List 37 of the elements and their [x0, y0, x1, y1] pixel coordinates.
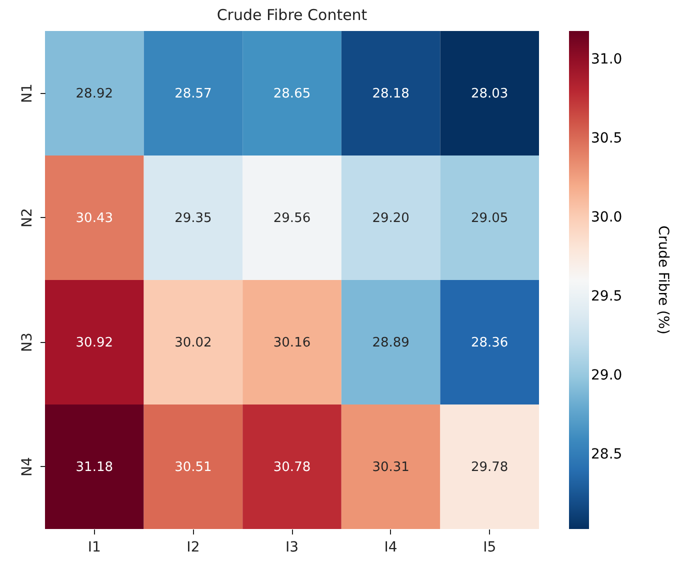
data-label: 28.92	[76, 86, 114, 102]
data-label: 30.31	[372, 460, 410, 475]
x-tick-label: I1	[88, 540, 101, 556]
data-label: 28.65	[273, 86, 311, 102]
color-bar-title: Crude Fibre (%)	[655, 226, 671, 334]
data-label: 29.56	[273, 210, 311, 226]
data-label: 28.36	[470, 335, 508, 350]
data-label: 28.18	[372, 86, 410, 102]
y-tick-label: N2	[20, 208, 36, 228]
y-tick-label: N4	[20, 456, 36, 476]
color-bar-label: 31.0	[591, 51, 622, 68]
data-label: 28.89	[372, 335, 410, 350]
data-label: 29.78	[470, 460, 508, 475]
data-label: 30.43	[76, 210, 114, 226]
data-label: 29.35	[174, 210, 212, 226]
x-tick-label: I2	[186, 540, 200, 556]
data-label: 28.03	[470, 86, 508, 102]
data-label: 30.92	[76, 335, 114, 350]
data-label: 29.05	[470, 210, 508, 226]
y-tick-label: N3	[20, 332, 36, 352]
color-bar-label: 29.5	[591, 288, 622, 305]
data-label: 31.18	[76, 460, 114, 475]
color-bar-label: 29.0	[591, 368, 622, 384]
x-tick-label: I3	[285, 540, 299, 556]
data-label: 30.51	[174, 460, 212, 475]
data-label: 30.16	[273, 335, 311, 350]
chart-title: Crude Fibre Content	[216, 6, 368, 24]
color-bar-label: 30.5	[591, 130, 622, 147]
color-bar-label: 30.0	[591, 210, 622, 226]
data-label: 30.78	[273, 460, 311, 475]
y-tick-label: N1	[20, 84, 36, 103]
x-tick-label: I5	[483, 540, 496, 556]
data-label: 28.57	[174, 86, 212, 102]
data-label: 29.20	[372, 210, 410, 226]
color-bar-label: 28.5	[591, 446, 622, 463]
x-tick-label: I4	[384, 540, 398, 556]
data-label: 30.02	[174, 335, 212, 350]
